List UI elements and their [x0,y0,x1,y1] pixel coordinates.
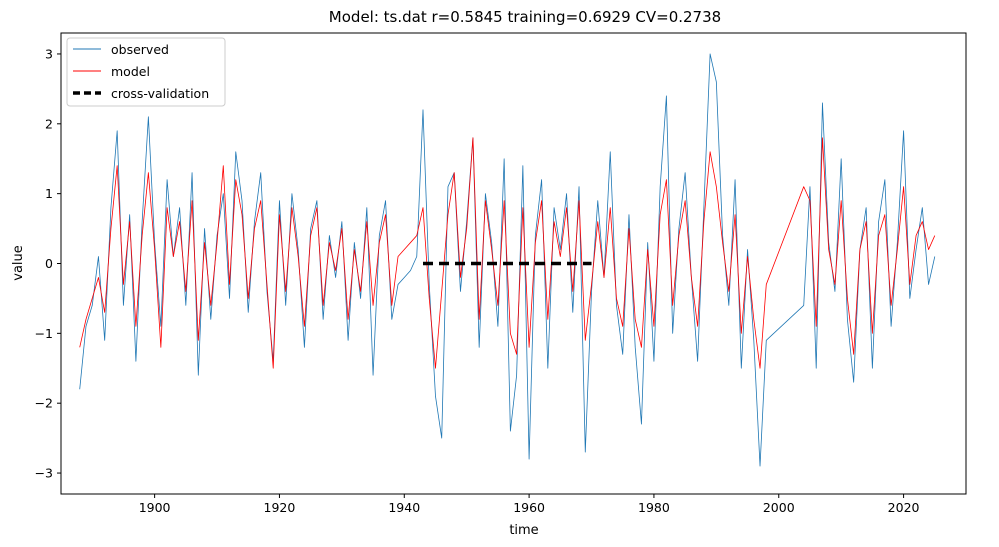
y-tick-label-1: 1 [45,186,53,201]
x-tick-label-1940: 1940 [388,500,420,515]
x-tick-label-1900: 1900 [139,500,171,515]
x-tick-label-1920: 1920 [264,500,296,515]
x-axis-label: time [509,523,538,538]
legend-label-observed: observed [111,42,169,57]
y-tick-label-0: 0 [45,256,53,271]
y-tick-label--3: −3 [35,466,53,481]
observed-line [79,53,936,467]
legend-label-model: model [111,64,150,79]
legend-frame [66,37,226,107]
plot-area [60,32,967,495]
x-tick-label-2020: 2020 [888,500,920,515]
y-tick-label-3: 3 [45,46,53,61]
y-tick-label--2: −2 [35,396,53,411]
y-tick-label--1: −1 [35,326,53,341]
x-axis: 1900 1920 1940 1960 1980 2000 2020 [139,494,920,515]
x-tick-label-1980: 1980 [638,500,670,515]
chart-title: Model: ts.dat r=0.5845 training=0.6929 C… [329,8,721,26]
x-tick-label-1960: 1960 [513,500,545,515]
plot-frame [60,32,967,495]
x-tick-label-2000: 2000 [763,500,795,515]
series-layer [79,53,936,467]
model-line [79,137,936,369]
y-axis-label: value [11,245,26,281]
y-tick-label-2: 2 [45,116,53,131]
legend: observed model cross-validation [66,37,226,107]
legend-label-cv: cross-validation [111,86,209,101]
y-axis: −3 −2 −1 0 1 2 3 [35,46,61,481]
